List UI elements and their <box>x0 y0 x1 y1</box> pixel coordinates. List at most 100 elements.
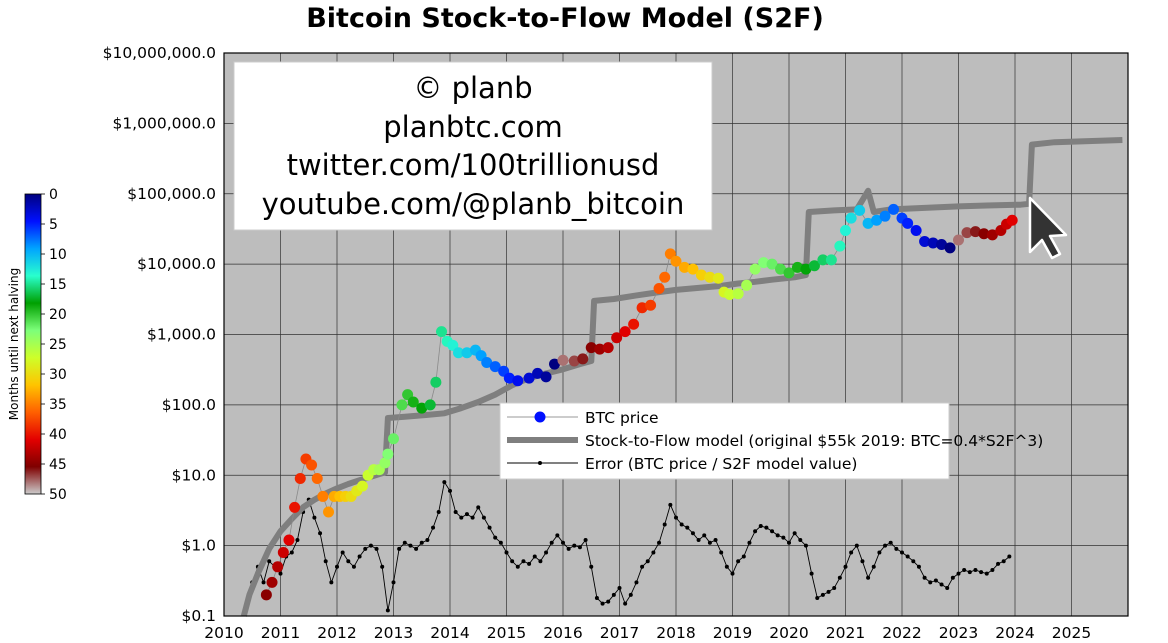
error-point <box>979 570 984 575</box>
btc-price-point <box>430 376 442 388</box>
error-point <box>1001 559 1006 564</box>
colorbar-tick-label: 10 <box>49 247 67 263</box>
btc-price-point <box>311 472 323 484</box>
btc-price-point <box>879 210 891 222</box>
btc-price-point <box>356 480 368 492</box>
btc-price-point <box>461 347 473 359</box>
error-point <box>402 540 407 545</box>
btc-price-point <box>845 212 857 224</box>
error-point <box>984 571 989 576</box>
error-point <box>606 599 611 604</box>
mouse-cursor-icon <box>1028 196 1068 260</box>
btc-price-point <box>602 342 614 354</box>
error-point <box>549 540 554 545</box>
error-point <box>843 564 848 569</box>
btc-price-point <box>712 272 724 284</box>
btc-price-point <box>969 226 981 238</box>
btc-price-point <box>724 289 736 301</box>
error-point <box>295 538 300 543</box>
error-point <box>572 543 577 548</box>
error-point <box>837 575 842 580</box>
btc-price-point <box>910 225 922 237</box>
error-point <box>990 568 995 573</box>
btc-price-point <box>659 271 671 283</box>
btc-price-point <box>936 239 948 251</box>
error-point <box>493 535 498 540</box>
s2f-model-series <box>240 137 1123 617</box>
error-point <box>397 546 402 551</box>
btc-price-point <box>888 203 900 215</box>
error-point <box>674 515 678 520</box>
error-point <box>385 608 390 613</box>
error-point <box>657 540 662 545</box>
error-point <box>905 554 910 559</box>
btc-price-point <box>577 353 589 365</box>
error-point <box>527 561 532 566</box>
error-point <box>747 540 752 545</box>
btc-price-point <box>388 433 399 445</box>
error-point <box>532 554 537 559</box>
error-point <box>888 540 893 545</box>
x-tick-label: 2015 <box>487 624 526 642</box>
btc-price-point <box>961 227 973 239</box>
error-point <box>510 559 515 564</box>
error-point <box>481 515 486 520</box>
error-point <box>436 510 441 515</box>
credit-line-youtube: youtube.com/@planb_bitcoin <box>262 187 685 221</box>
y-tick-label: $10,000.0 <box>137 255 216 273</box>
error-point <box>312 515 317 520</box>
btc-price-point <box>854 204 866 216</box>
error-point <box>323 559 328 564</box>
x-axis-ticks: 2010 2011 2012 2013 2014 2015 2016 2017 2018 2019… <box>204 624 1091 642</box>
error-point <box>555 533 560 538</box>
btc-price-point <box>862 217 874 229</box>
error-point <box>346 559 351 564</box>
error-point <box>442 480 447 485</box>
error-point <box>487 525 492 530</box>
error-point <box>815 596 820 601</box>
colorbar <box>24 193 42 495</box>
btc-price-point <box>808 260 820 272</box>
error-point <box>583 538 588 543</box>
btc-price-point <box>424 399 436 411</box>
error-point <box>956 571 961 576</box>
credit-box <box>233 61 713 231</box>
btc-price-point <box>585 342 597 354</box>
plot-frame <box>223 52 1129 617</box>
error-point <box>380 564 385 569</box>
btc-price-point <box>902 217 914 229</box>
x-tick-label: 2017 <box>600 624 639 642</box>
error-point <box>267 559 272 564</box>
btc-price-point <box>306 459 318 471</box>
y-axis-ticks: $0.1 $1.0 $10.0 $100.0 $1,000.0 $10,000.0 $100… <box>103 44 216 625</box>
y-tick-label: $100,000.0 <box>127 185 216 203</box>
error-point <box>724 564 729 569</box>
error-point <box>448 488 452 493</box>
error-point <box>792 531 797 536</box>
btc-price-point <box>670 255 682 267</box>
btc-price-point <box>266 576 278 588</box>
error-point <box>854 543 859 548</box>
btc-price-point <box>323 506 335 518</box>
error-point <box>459 515 464 520</box>
error-point <box>826 589 831 594</box>
error-point <box>368 543 373 548</box>
legend-error-marker <box>538 461 542 465</box>
error-point <box>679 522 684 527</box>
btc-price-point <box>396 399 408 411</box>
error-point <box>340 550 345 555</box>
error-point <box>600 601 605 606</box>
error-point <box>662 522 667 527</box>
x-tick-label: 2014 <box>430 624 469 642</box>
chart-title: Bitcoin Stock-to-Flow Model (S2F) <box>306 3 824 34</box>
x-tick-label: 2021 <box>826 624 865 642</box>
btc-price-point <box>283 534 295 546</box>
btc-price-point <box>557 354 569 366</box>
error-point <box>589 564 594 569</box>
error-point <box>357 554 362 559</box>
error-point <box>594 596 599 601</box>
legend-btc-marker <box>534 411 546 423</box>
error-point <box>623 601 628 606</box>
legend-error-label: Error (BTC price / S2F model value) <box>585 455 857 473</box>
